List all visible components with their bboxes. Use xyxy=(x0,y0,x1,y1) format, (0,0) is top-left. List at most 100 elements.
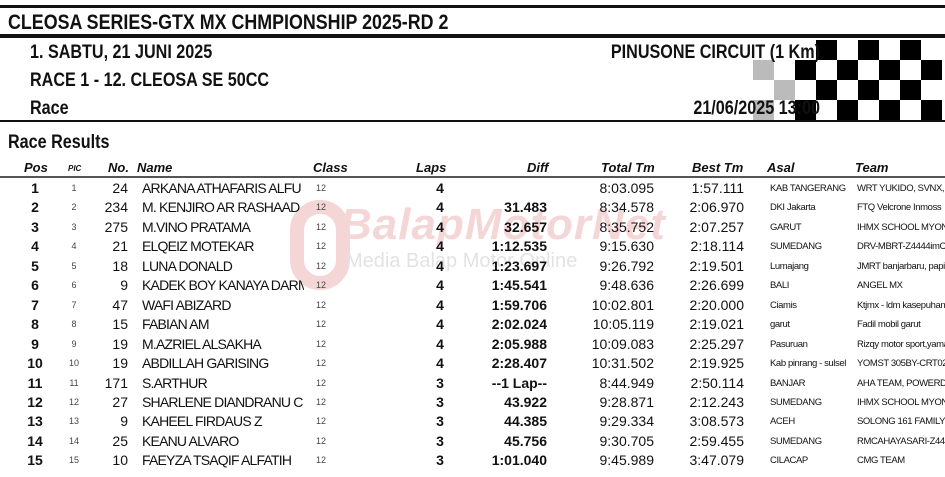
cell-name: ARKANA ATHAFARIS ALFU xyxy=(142,180,302,196)
cell-pic: 12 xyxy=(68,396,79,407)
flag-square xyxy=(795,100,816,120)
cell-laps: 3 xyxy=(436,432,444,449)
cell-pos: 9 xyxy=(31,335,39,352)
cell-asal: BALI xyxy=(770,280,789,292)
col-team: Team xyxy=(855,160,889,175)
cell-pic: 14 xyxy=(68,435,79,446)
cell-best: 2:07.257 xyxy=(689,218,745,235)
col-pic: PIC xyxy=(68,164,82,173)
cell-laps: 4 xyxy=(436,199,444,216)
cell-name: KAHEEL FIRDAUS Z xyxy=(142,413,263,430)
cell-total: 10:02.801 xyxy=(591,296,654,313)
cell-laps: 4 xyxy=(436,238,444,255)
flag-square xyxy=(753,100,774,120)
flag-square xyxy=(921,100,942,120)
cell-laps: 4 xyxy=(436,316,444,333)
cell-asal: DKI Jakarta xyxy=(770,202,816,214)
cell-class: 12 xyxy=(316,319,327,330)
cell-pos: 3 xyxy=(31,218,39,235)
cell-no: 15 xyxy=(112,316,128,333)
cell-best: 2:26.699 xyxy=(689,277,745,294)
cell-no: 25 xyxy=(112,432,128,449)
table-row: 10 10 19 ABDILLAH GARISING 12 4 2:28.407 10:31.… xyxy=(0,354,945,373)
cell-pic: 7 xyxy=(71,299,77,310)
table-row: 11 11 171 S.ARTHUR 12 3 --1 Lap-- 8:44.949 2:50.… xyxy=(0,374,945,393)
col-asal: Asal xyxy=(767,160,795,175)
table-row: 5 5 18 LUNA DONALD 12 4 1:23.697 9:26.792 2:19.5… xyxy=(0,257,945,276)
cell-best: 2:19.021 xyxy=(689,316,745,333)
cell-class: 12 xyxy=(316,299,327,310)
cell-total: 9:29.334 xyxy=(599,413,655,430)
cell-pos: 13 xyxy=(27,413,43,430)
table-row: 7 7 47 WAFI ABIZARD 12 4 1:59.706 10:02.801 2:20… xyxy=(0,296,945,315)
flag-square xyxy=(774,40,795,60)
cell-team: JMRT banjarbaru, papi sc xyxy=(857,260,945,272)
cell-best: 1:57.111 xyxy=(691,180,744,196)
cell-no: 47 xyxy=(112,296,128,313)
flag-square xyxy=(837,60,858,80)
cell-best: 2:12.243 xyxy=(689,393,745,410)
cell-pic: 8 xyxy=(71,319,77,330)
cell-laps: 4 xyxy=(436,180,444,196)
cell-diff: 2:28.407 xyxy=(491,355,547,372)
cell-name: SHARLENE DIANDRANU C xyxy=(142,393,303,410)
cell-class: 12 xyxy=(316,221,327,232)
cell-no: 24 xyxy=(112,180,128,196)
cell-no: 21 xyxy=(112,238,128,255)
cell-team: FTQ Velcrone Inmoss xyxy=(857,202,942,214)
cell-pos: 14 xyxy=(27,432,43,449)
cell-best: 2:25.297 xyxy=(689,335,745,352)
cell-no: 19 xyxy=(112,335,128,352)
flag-square xyxy=(879,60,900,80)
cell-class: 12 xyxy=(316,377,327,388)
section-title: Race Results xyxy=(8,132,110,153)
cell-team: Rizqy motor sport,yamal xyxy=(857,338,945,350)
cell-total: 8:03.095 xyxy=(599,180,655,196)
cell-laps: 3 xyxy=(436,393,444,410)
cell-total: 10:09.083 xyxy=(591,335,654,352)
race-datetime: 21/06/2025 13:00 xyxy=(693,98,820,119)
cell-team: IHMX SCHOOL MYONE xyxy=(857,396,945,408)
table-row: 3 3 275 M.VINO PRATAMA 12 4 32.657 8:35.752 2:07… xyxy=(0,218,945,237)
cell-name: FABIAN AM xyxy=(142,316,210,333)
cell-pos: 4 xyxy=(31,238,39,255)
cell-name: LUNA DONALD xyxy=(142,257,233,274)
col-name: Name xyxy=(137,160,173,175)
table-row: 9 9 19 M.AZRIEL ALSAKHA 12 4 2:05.988 10:09.083… xyxy=(0,335,945,354)
cell-diff: 1:59.706 xyxy=(491,296,547,313)
flag-square xyxy=(837,100,858,120)
col-laps: Laps xyxy=(416,160,447,175)
cell-team: YOMST 305BY-CRT02 B xyxy=(857,358,945,370)
cell-best: 2:18.114 xyxy=(690,238,744,255)
cell-pos: 12 xyxy=(27,393,43,410)
cell-pic: 11 xyxy=(69,377,79,388)
flag-square xyxy=(879,100,900,120)
flag-square xyxy=(858,40,879,60)
cell-name: M.VINO PRATAMA xyxy=(142,218,251,235)
cell-class: 12 xyxy=(316,338,327,349)
flag-square xyxy=(900,40,921,60)
cell-total: 9:26.792 xyxy=(599,257,655,274)
cell-asal: Lumajang xyxy=(770,260,809,272)
cell-best: 3:08.573 xyxy=(689,413,745,430)
cell-class: 12 xyxy=(316,202,327,213)
cell-best: 2:19.501 xyxy=(689,257,745,274)
cell-diff: --1 Lap-- xyxy=(491,374,547,391)
table-row: 13 13 9 KAHEEL FIRDAUS Z 12 3 44.385 9:29.334 3:… xyxy=(0,412,945,431)
cell-pic: 9 xyxy=(71,338,77,349)
cell-asal: ACEH xyxy=(770,416,795,428)
col-total: Total Tm xyxy=(601,160,655,175)
flag-square xyxy=(753,60,774,80)
cell-name: KEANU ALVARO xyxy=(142,432,239,449)
cell-class: 12 xyxy=(316,435,327,446)
cell-diff: 1:01.040 xyxy=(491,452,547,469)
cell-best: 2:50.114 xyxy=(690,374,744,391)
cell-diff: 32.657 xyxy=(504,218,547,235)
table-row: 8 8 15 FABIAN AM 12 4 2:02.024 10:05.119 2:19.02… xyxy=(0,315,945,334)
cell-laps: 4 xyxy=(436,218,444,235)
cell-diff: 44.385 xyxy=(504,413,547,430)
cell-pos: 10 xyxy=(27,355,43,372)
cell-laps: 4 xyxy=(436,257,444,274)
cell-diff: 43.922 xyxy=(504,393,547,410)
event-title: CLEOSA SERIES-GTX MX CHMPIONSHIP 2025-RD… xyxy=(8,11,449,34)
